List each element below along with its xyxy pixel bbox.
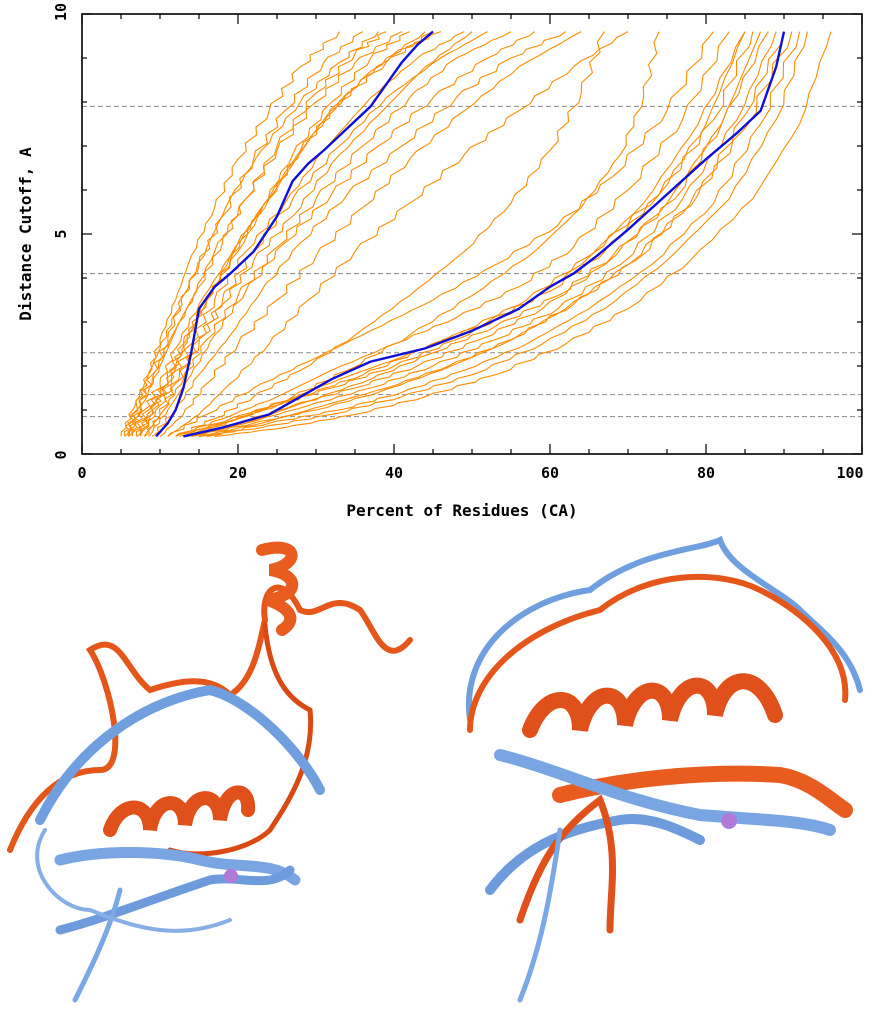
ensemble-series-14 xyxy=(167,31,629,437)
ensemble-series-26 xyxy=(198,31,808,437)
left-orange-coil xyxy=(7,584,413,853)
ensemble-series-31 xyxy=(167,31,715,437)
left-blue-tail xyxy=(72,887,123,1003)
right-blue-loop-top xyxy=(465,535,863,723)
ensemble-series-27 xyxy=(214,31,832,437)
left-blue-sheet-3 xyxy=(55,865,295,935)
left-blue-loop xyxy=(35,828,232,933)
ensemble-series-15 xyxy=(128,31,403,437)
x-tick-label-0: 0 xyxy=(77,464,86,482)
left-blue-sheet-2 xyxy=(54,847,301,886)
y-tick-label-0: 0 xyxy=(52,450,70,459)
ensemble-series-21 xyxy=(191,31,777,437)
x-tick-label-100: 100 xyxy=(836,464,863,482)
left-metal-ion xyxy=(224,869,238,883)
ensemble-series-9 xyxy=(124,31,340,437)
ensemble-series-17 xyxy=(175,31,606,437)
highlight-lines xyxy=(155,30,786,438)
left-orange-helix xyxy=(103,785,256,837)
left-orange-top-helix xyxy=(256,541,299,636)
plot-background xyxy=(0,0,877,530)
x-axis-title: Percent of Residues (CA) xyxy=(346,501,577,520)
x-tick-label-60: 60 xyxy=(541,464,559,482)
ensemble-series-24 xyxy=(191,31,793,437)
x-tick-label-80: 80 xyxy=(697,464,715,482)
ensemble-series-30 xyxy=(175,31,730,437)
right-metal-ion xyxy=(721,813,737,829)
ensemble-series-6 xyxy=(143,31,512,437)
ensemble-series-28 xyxy=(183,31,746,437)
ensemble-series-0 xyxy=(120,31,364,437)
protein-structure-renderings xyxy=(7,535,863,1003)
ensemble-series-19 xyxy=(175,31,746,437)
highlight-series-model-B xyxy=(183,31,786,438)
right-blue-tail xyxy=(517,827,563,1003)
x-tick-label-20: 20 xyxy=(229,464,247,482)
left-orange-coil-2 xyxy=(167,622,314,857)
left-superposition xyxy=(7,541,413,1003)
highlight-series-model-A xyxy=(155,30,434,438)
right-superposition xyxy=(465,535,863,1003)
y-tick-label-10: 10 xyxy=(52,3,70,21)
ensemble-series-13 xyxy=(159,31,582,437)
axis-ticks xyxy=(81,13,863,455)
ensemble-series-29 xyxy=(187,31,769,437)
right-blue-strand-2 xyxy=(485,814,705,895)
y-axis-title: Distance Cutoff, A xyxy=(16,147,35,321)
ensemble-series-12 xyxy=(144,31,473,437)
right-orange-helix xyxy=(522,673,783,738)
x-tick-label-40: 40 xyxy=(385,464,403,482)
ensemble-series-16 xyxy=(139,31,434,437)
ensemble-series-8 xyxy=(151,31,566,437)
right-orange-loop-top xyxy=(467,573,849,733)
right-blue-sheet xyxy=(494,749,836,836)
ensemble-series-18 xyxy=(190,31,660,437)
distance-cutoff-chart: 0 20 40 60 80 100 0 5 10 Percent of Resi… xyxy=(0,0,877,530)
right-orange-strand-2 xyxy=(516,794,616,934)
reference-lines xyxy=(82,105,862,418)
ensemble-series-25 xyxy=(206,31,801,437)
left-blue-sheet-1 xyxy=(35,684,325,825)
y-tick-label-5: 5 xyxy=(52,229,70,238)
ensemble-series-11 xyxy=(136,31,426,437)
